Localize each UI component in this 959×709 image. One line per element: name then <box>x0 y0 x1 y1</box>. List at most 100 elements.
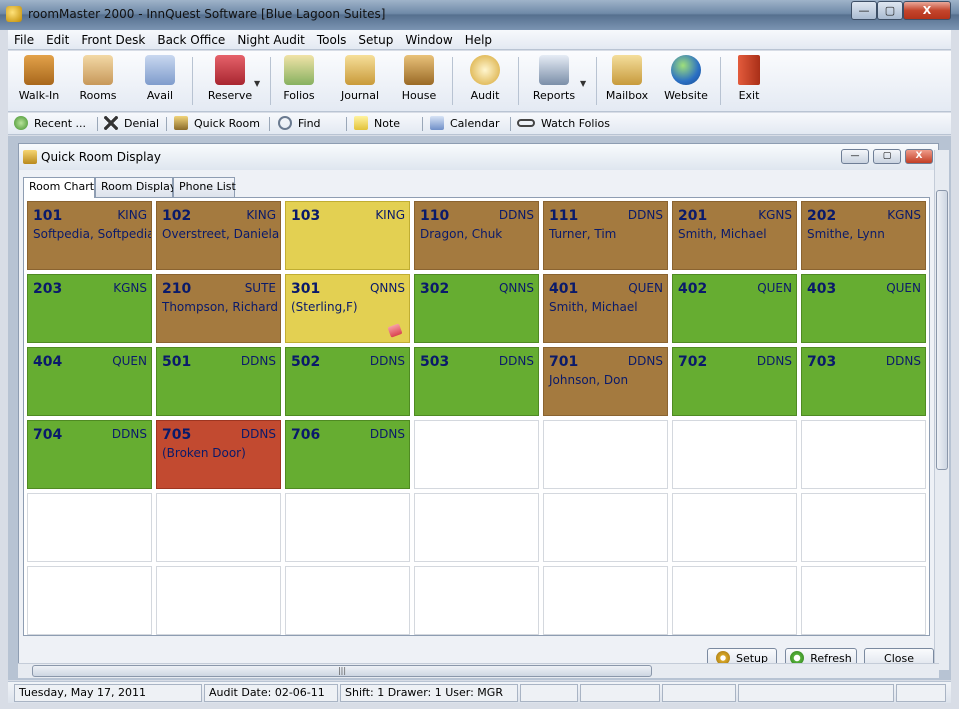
room-number: 210 <box>162 281 192 297</box>
room-tile-704[interactable]: 704 DDNS <box>27 420 152 489</box>
menu-file[interactable]: File <box>14 33 35 47</box>
horizontal-scroll-thumb[interactable]: ||| <box>32 665 652 677</box>
room-tile-empty <box>414 493 539 562</box>
room-tile-402[interactable]: 402 QUEN <box>672 274 797 343</box>
room-tile-110[interactable]: 110 DDNS Dragon, Chuk <box>414 201 539 270</box>
room-number: 302 <box>420 281 450 297</box>
app-icon[interactable] <box>6 6 22 22</box>
room-number: 403 <box>807 281 837 297</box>
recent-button[interactable]: Recent ... <box>14 115 86 133</box>
room-tile-705[interactable]: 705 DDNS (Broken Door) <box>156 420 281 489</box>
close-window-button[interactable]: X <box>903 1 951 20</box>
menu-setup[interactable]: Setup <box>358 33 394 47</box>
minimize-button[interactable]: — <box>851 1 877 20</box>
room-tile-103[interactable]: 103 KING <box>285 201 410 270</box>
website-button[interactable]: Website <box>660 55 712 109</box>
walk-in-button[interactable]: Walk-In <box>14 55 64 109</box>
tab-phone-list[interactable]: Phone List <box>173 177 236 197</box>
vertical-scrollbar[interactable] <box>934 150 949 670</box>
calendar-button[interactable]: Calendar <box>430 115 499 133</box>
room-tile-404[interactable]: 404 QUEN <box>27 347 152 416</box>
room-guest: Overstreet, Daniela <box>162 227 280 241</box>
toolbar-separator <box>720 57 721 105</box>
menu-night-audit[interactable]: Night Audit <box>237 33 305 47</box>
room-tile-701[interactable]: 701 DDNS Johnson, Don <box>543 347 668 416</box>
mailbox-button[interactable]: Mailbox <box>602 55 652 109</box>
reports-button[interactable]: Reports <box>526 55 582 109</box>
tab-room-chart[interactable]: Room Chart <box>23 177 95 198</box>
menu-window[interactable]: Window <box>405 33 453 47</box>
magnifier-icon <box>278 116 292 130</box>
room-number: 201 <box>678 208 708 224</box>
reports-dropdown-icon[interactable]: ▼ <box>580 79 587 88</box>
room-tile-203[interactable]: 203 KGNS <box>27 274 152 343</box>
tab-room-display[interactable]: Room Display <box>95 177 176 197</box>
room-tile-702[interactable]: 702 DDNS <box>672 347 797 416</box>
room-guest: Johnson, Don <box>549 373 629 387</box>
room-type: DDNS <box>498 208 534 222</box>
menu-help[interactable]: Help <box>464 33 493 47</box>
toolbar2-separator <box>97 117 98 131</box>
bed-icon <box>83 55 113 85</box>
menu-back-office[interactable]: Back Office <box>157 33 226 47</box>
reserve-dropdown-icon[interactable]: ▼ <box>254 79 261 88</box>
menu-front-desk[interactable]: Front Desk <box>81 33 146 47</box>
house-button[interactable]: House <box>394 55 444 109</box>
room-tile-501[interactable]: 501 DDNS <box>156 347 281 416</box>
menu-tools[interactable]: Tools <box>316 33 347 47</box>
room-tile-703[interactable]: 703 DDNS <box>801 347 926 416</box>
room-tile-403[interactable]: 403 QUEN <box>801 274 926 343</box>
door-exit-icon <box>738 55 760 85</box>
room-number: 501 <box>162 354 192 370</box>
room-number: 502 <box>291 354 321 370</box>
room-tile-202[interactable]: 202 KGNS Smithe, Lynn <box>801 201 926 270</box>
room-tile-201[interactable]: 201 KGNS Smith, Michael <box>672 201 797 270</box>
child-maximize-button[interactable]: ▢ <box>873 149 901 164</box>
rooms-button[interactable]: Rooms <box>72 55 124 109</box>
room-guest: Dragon, Chuk <box>420 227 503 241</box>
room-guest: Turner, Tim <box>549 227 617 241</box>
room-tile-empty <box>285 566 410 635</box>
denial-button[interactable]: Denial <box>104 115 159 133</box>
room-tile-102[interactable]: 102 KING Overstreet, Daniela <box>156 201 281 270</box>
menu-edit[interactable]: Edit <box>46 33 70 47</box>
vertical-scroll-thumb[interactable] <box>936 190 948 470</box>
journal-button[interactable]: Journal <box>334 55 386 109</box>
watch-folios-button[interactable]: Watch Folios <box>517 115 610 133</box>
note-book-icon[interactable] <box>387 323 403 338</box>
suitcase-icon <box>24 55 54 85</box>
toolbar2-separator <box>346 117 347 131</box>
child-close-button[interactable]: X <box>905 149 933 164</box>
room-number: 503 <box>420 354 450 370</box>
room-tile-111[interactable]: 111 DDNS Turner, Tim <box>543 201 668 270</box>
room-tile-503[interactable]: 503 DDNS <box>414 347 539 416</box>
room-grid: 101 KING Softpedia, Softpedia 102 KING Overst… <box>27 201 933 636</box>
room-tile-401[interactable]: 401 QUEN Smith, Michael <box>543 274 668 343</box>
find-button[interactable]: Find <box>278 115 321 133</box>
reserve-button[interactable]: Reserve <box>202 55 258 109</box>
child-minimize-button[interactable]: — <box>841 149 869 164</box>
room-tile-706[interactable]: 706 DDNS <box>285 420 410 489</box>
room-tile-502[interactable]: 502 DDNS <box>285 347 410 416</box>
folios-button[interactable]: Folios <box>274 55 324 109</box>
exit-button[interactable]: Exit <box>726 55 772 109</box>
room-number: 101 <box>33 208 63 224</box>
room-type: QNNS <box>498 281 534 295</box>
status-audit-date: Audit Date: 02-06-11 <box>204 684 338 702</box>
quick-room-button[interactable]: Quick Room <box>174 115 260 133</box>
note-button[interactable]: Note <box>354 115 400 133</box>
child-title-bar: Quick Room Display — ▢ X <box>19 144 938 170</box>
toolbar-separator <box>192 57 193 105</box>
audit-button[interactable]: Audit <box>460 55 510 109</box>
room-tile-101[interactable]: 101 KING Softpedia, Softpedia <box>27 201 152 270</box>
toolbar-separator <box>270 57 271 105</box>
maximize-button[interactable]: ▢ <box>877 1 903 20</box>
room-tile-empty <box>27 566 152 635</box>
avail-button[interactable]: Avail <box>134 55 186 109</box>
room-number: 102 <box>162 208 192 224</box>
room-tile-302[interactable]: 302 QNNS <box>414 274 539 343</box>
room-number: 103 <box>291 208 321 224</box>
room-tile-301[interactable]: 301 QNNS (Sterling,F) <box>285 274 410 343</box>
horizontal-scrollbar[interactable]: ||| <box>18 663 939 678</box>
room-tile-210[interactable]: 210 SUTE Thompson, Richard <box>156 274 281 343</box>
